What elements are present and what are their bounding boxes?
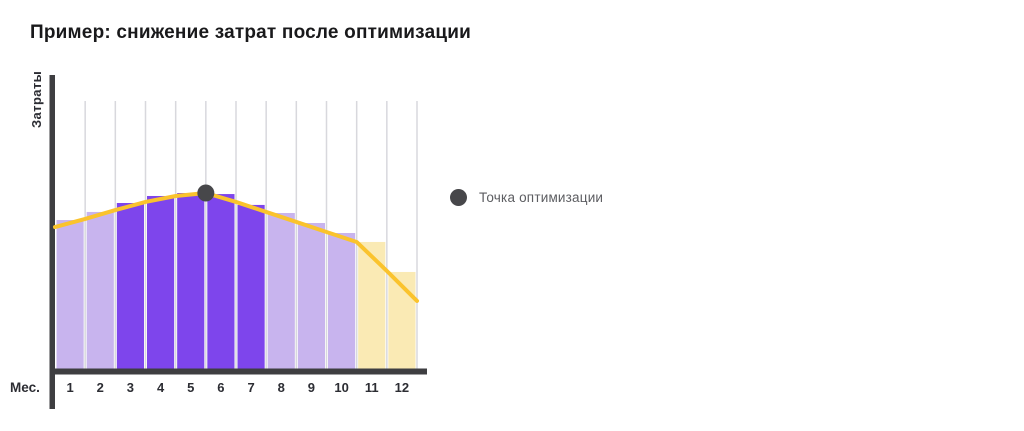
optimization-point-dot — [197, 184, 215, 202]
bar-month-8 — [267, 213, 295, 369]
x-tick-label-3: 3 — [126, 380, 135, 395]
x-axis-line — [49, 368, 427, 375]
legend: Точка оптимизации — [450, 189, 603, 206]
bar-month-1 — [56, 220, 84, 369]
y-axis-line — [49, 75, 55, 409]
bar-month-3 — [116, 203, 144, 369]
x-tick-labels: 1 2 3 4 5 6 7 8 9 10 11 12 — [0, 380, 1024, 396]
bar-month-7 — [237, 204, 265, 369]
x-tick-label-6: 6 — [217, 380, 225, 395]
bar-month-2 — [86, 211, 114, 369]
chart-title: Пример: снижение затрат после оптимизаци… — [30, 22, 471, 43]
bar-month-10 — [328, 233, 356, 369]
bar-month-9 — [297, 223, 325, 369]
x-tick-label-10: 10 — [334, 380, 349, 395]
x-tick-label-2: 2 — [96, 380, 104, 395]
bar-month-11 — [358, 241, 386, 369]
bar-month-6 — [207, 194, 235, 369]
x-tick-label-1: 1 — [66, 380, 74, 395]
cost-line — [53, 191, 419, 303]
x-tick-label-9: 9 — [307, 380, 316, 395]
bar-month-5 — [177, 193, 205, 369]
legend-label: Точка оптимизации — [479, 190, 604, 205]
x-tick-label-4: 4 — [156, 380, 165, 395]
x-tick-label-12: 12 — [394, 380, 410, 395]
optimization-point-icon — [450, 189, 467, 206]
x-axis-label: Мес. — [10, 380, 40, 395]
x-tick-label-8: 8 — [277, 380, 285, 395]
bar-month-4 — [147, 195, 175, 369]
x-tick-label-7: 7 — [247, 380, 255, 395]
x-tick-label-11: 11 — [364, 380, 379, 395]
x-tick-label-5: 5 — [187, 380, 195, 395]
